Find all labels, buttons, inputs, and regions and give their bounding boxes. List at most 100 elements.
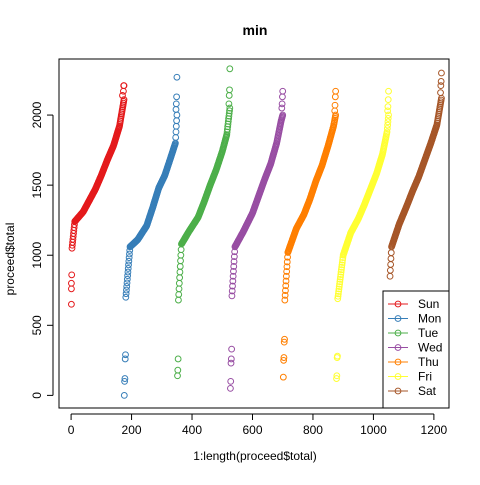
series-sat: [385, 69, 445, 399]
legend-marker: [394, 373, 402, 380]
data-point: [332, 87, 340, 95]
data-point: [120, 82, 128, 90]
data-point: [172, 100, 180, 108]
data-point: [125, 261, 132, 269]
series-tue: [174, 65, 234, 380]
data-point: [125, 254, 133, 262]
data-point: [124, 268, 132, 276]
data-point: [280, 356, 288, 364]
x-tick-label: 400: [182, 423, 202, 437]
data-point: [278, 100, 286, 108]
legend-item: Mon: [388, 312, 441, 326]
data-point: [282, 282, 290, 290]
data-point: [336, 275, 344, 283]
data-point: [334, 292, 342, 300]
legend-label: Wed: [418, 341, 442, 355]
legend-label: Sat: [418, 384, 437, 398]
data-point: [226, 65, 234, 73]
data-point: [228, 292, 236, 300]
data-points-layer: [68, 65, 445, 399]
data-point: [383, 128, 391, 136]
x-tick-label: 1200: [421, 423, 448, 437]
legend-label: Tue: [418, 326, 439, 340]
plot-border: [58, 58, 450, 409]
data-point: [333, 372, 341, 380]
x-tick-label: 1000: [360, 423, 387, 437]
x-tick-label: 800: [303, 423, 323, 437]
axes-layer: 0 200 400 600 800 1000 1200 0 500 1000 1500 2000: [30, 101, 448, 437]
y-tick-label: 0: [30, 392, 44, 399]
data-point: [438, 69, 445, 77]
data-point: [282, 287, 289, 294]
data-point: [338, 263, 346, 271]
data-point: [280, 338, 288, 346]
data-point: [174, 366, 182, 374]
data-point: [227, 355, 235, 363]
legend-item: Sun: [388, 297, 439, 311]
legend-item: Thu: [388, 355, 439, 369]
series-mon: [120, 73, 181, 399]
data-point: [437, 89, 444, 97]
data-point: [226, 104, 234, 112]
y-axis-label: proceed$total: [3, 223, 17, 296]
data-point: [227, 377, 235, 385]
data-point: [281, 291, 289, 299]
series-wed: [227, 87, 287, 392]
data-point: [279, 373, 287, 381]
legend-item: Tue: [388, 326, 439, 340]
series-sun: [68, 82, 128, 308]
data-point: [384, 121, 392, 129]
series-fri: [333, 87, 392, 382]
data-point: [437, 82, 445, 90]
data-point: [334, 295, 342, 303]
legend-item: Sat: [388, 384, 437, 398]
data-point: [282, 272, 290, 280]
data-point: [337, 268, 345, 276]
legend-box: [382, 290, 450, 409]
data-point: [283, 263, 291, 271]
data-point: [122, 351, 129, 359]
data-point: [125, 257, 133, 265]
data-point: [335, 285, 343, 293]
data-point: [230, 267, 237, 275]
legend-label: Sun: [418, 297, 439, 311]
legend-marker: [394, 315, 402, 322]
chart-title: min: [243, 22, 268, 38]
data-point: [282, 277, 290, 285]
x-tick-label: 200: [122, 423, 142, 437]
data-point: [173, 73, 181, 81]
data-point: [123, 286, 130, 294]
data-point: [283, 268, 291, 275]
data-point: [123, 279, 131, 287]
data-point: [280, 354, 288, 361]
data-point: [383, 125, 391, 132]
data-point: [337, 271, 345, 278]
data-point: [68, 279, 75, 287]
data-point: [120, 96, 128, 104]
data-point: [126, 250, 133, 258]
legend-marker: [394, 387, 402, 395]
data-point: [384, 115, 392, 122]
data-point: [119, 92, 126, 99]
data-point: [226, 107, 233, 115]
data-point: [68, 300, 75, 308]
data-point: [333, 375, 340, 382]
x-tick-label: 0: [68, 423, 75, 437]
data-point: [281, 335, 288, 343]
data-point: [283, 258, 291, 266]
data-point: [337, 273, 344, 281]
data-point: [385, 87, 392, 95]
data-point: [123, 275, 131, 283]
y-tick-label: 500: [30, 315, 44, 335]
y-tick-label: 1500: [30, 171, 44, 198]
x-tick-label: 600: [242, 423, 262, 437]
legend-marker: [394, 300, 402, 308]
data-point: [225, 100, 233, 108]
data-point: [337, 266, 345, 274]
data-point: [229, 272, 237, 280]
x-axis-label: 1:length(proceed$total): [193, 449, 316, 463]
data-point: [338, 259, 346, 266]
data-point: [227, 384, 234, 392]
data-point: [230, 258, 238, 265]
